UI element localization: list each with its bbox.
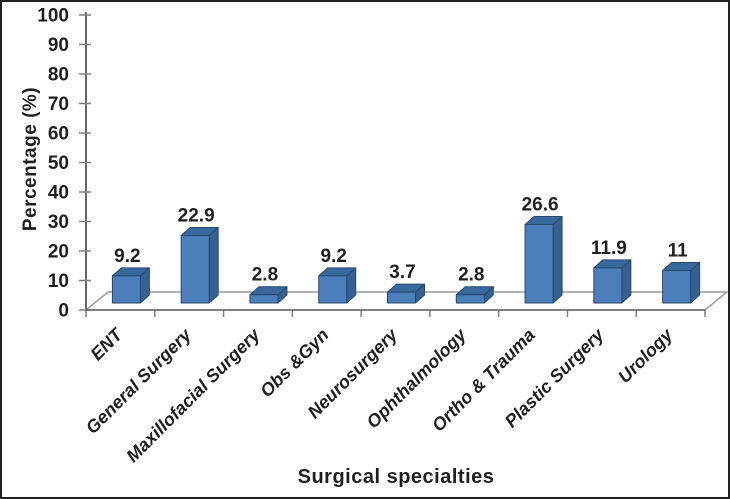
bar-plastic-surgery: 11.9 [591, 238, 632, 304]
bar-value-label: 9.2 [321, 246, 347, 267]
bar-general-surgery: 22.9 [178, 205, 219, 304]
bar-value-label: 11.9 [591, 238, 627, 259]
bar-value-label: 26.6 [522, 195, 559, 216]
bar-side [208, 226, 219, 304]
category-label-maxillofacial-surgery: Maxillofacial Surgery [122, 324, 264, 466]
y-tick-label: 80 [48, 65, 69, 86]
y-tick-label: 20 [48, 242, 69, 263]
y-tick-label: 100 [37, 6, 69, 27]
bar-front [593, 267, 623, 304]
y-tick-label: 30 [48, 212, 69, 233]
bar-value-label: 2.8 [252, 265, 278, 286]
bar-obs-gyn: 9.2 [318, 246, 357, 304]
bar-value-label: 22.9 [178, 205, 215, 226]
y-tick-label: 60 [48, 124, 69, 145]
y-tick-label: 0 [58, 301, 69, 322]
bar-value-label: 9.2 [114, 246, 140, 267]
bar-front [662, 270, 692, 304]
bar-front [180, 234, 210, 304]
bar-front [524, 224, 554, 304]
bar-front [318, 275, 348, 304]
y-axis-title: Percentage (%) [20, 86, 41, 232]
y-tick-label: 10 [48, 271, 69, 292]
bar-front [387, 291, 416, 304]
bar-neurosurgery: 3.7 [387, 262, 425, 304]
category-label-ent: ENT [87, 323, 128, 364]
bar-ortho-trauma: 26.6 [522, 195, 563, 304]
bar-front [455, 294, 485, 304]
y-tick-label: 50 [48, 153, 69, 174]
category-label-urology: Urology [614, 324, 677, 387]
bar-side [552, 216, 563, 304]
bar-value-label: 3.7 [389, 262, 415, 283]
bar-maxillofacial-surgery: 2.8 [249, 265, 288, 304]
y-tick-label: 40 [48, 183, 69, 204]
bar-front [249, 294, 279, 304]
bar-urology: 11 [662, 241, 701, 304]
bar-ent: 9.2 [111, 246, 150, 304]
bar-value-label: 2.8 [458, 265, 484, 286]
x-axis-title: Surgical specialties [297, 466, 495, 488]
y-tick-label: 70 [48, 94, 69, 115]
bar-value-label: 11 [668, 241, 689, 262]
bar-front [111, 275, 141, 304]
bar-ophthalmology: 2.8 [455, 265, 494, 304]
y-tick-label: 90 [48, 35, 69, 56]
